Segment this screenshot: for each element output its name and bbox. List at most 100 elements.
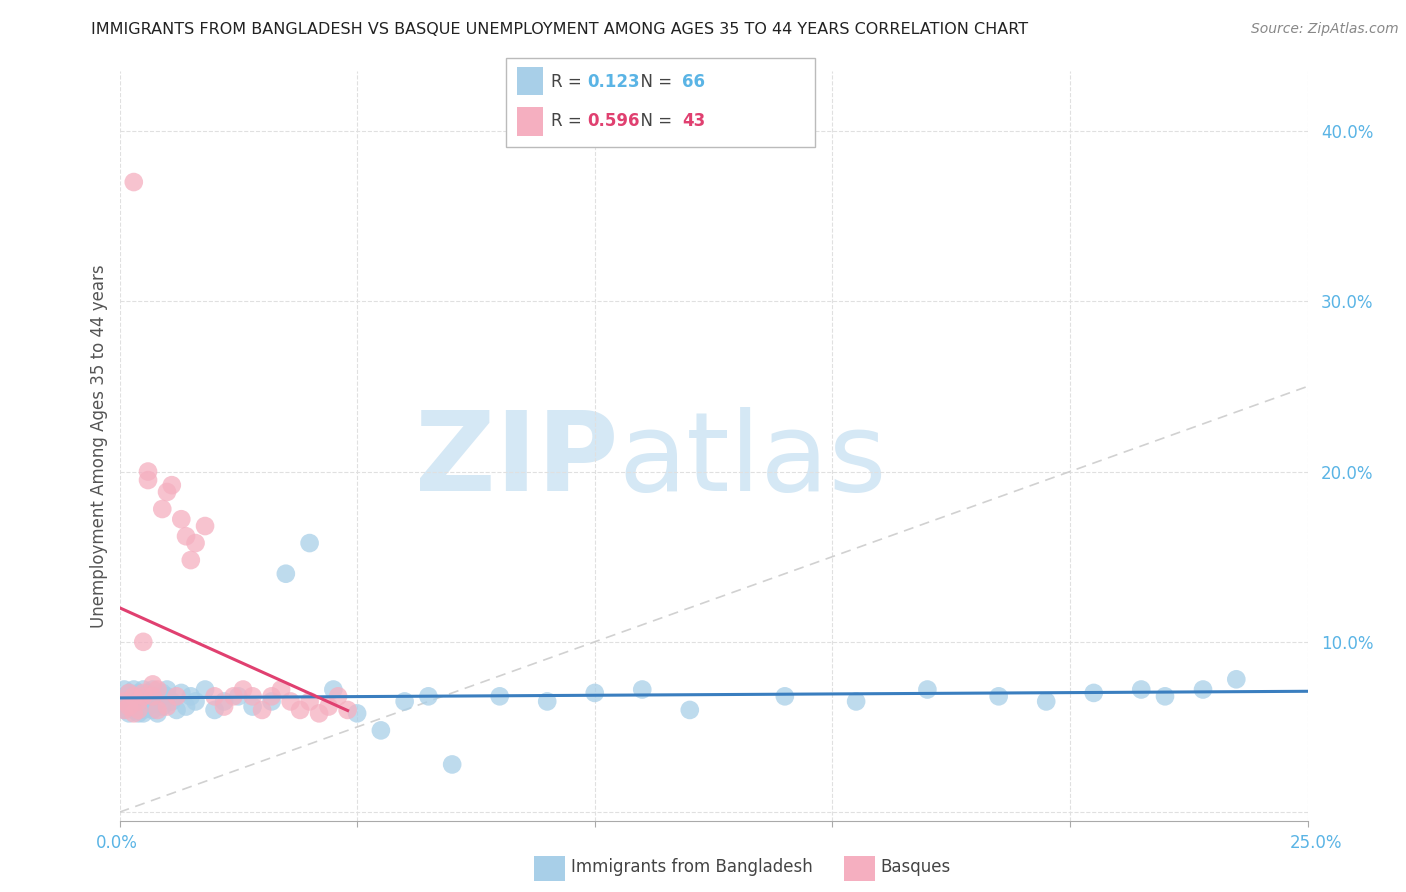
Point [128,703,150,717]
Point [118,699,141,714]
Point [118,699,141,714]
Point [132,706,155,721]
Text: N =: N = [630,73,678,91]
Point [150,502,173,516]
Point [280,694,302,708]
Point [132,686,155,700]
Text: Basques: Basques [880,858,950,876]
Point [112,694,135,708]
Point [631,682,654,697]
Point [122,690,145,704]
Point [142,690,165,704]
Point [118,686,141,700]
Point [917,682,939,697]
Point [194,519,217,533]
Point [122,706,145,721]
Point [128,686,150,700]
Point [288,703,311,717]
Point [1130,682,1153,697]
Point [204,703,226,717]
Point [122,703,145,717]
Point [122,682,145,697]
Point [112,703,135,717]
Point [136,465,159,479]
Point [536,694,558,708]
Point [346,706,368,721]
Point [128,699,150,714]
Point [987,690,1010,704]
Point [242,690,264,704]
Point [142,703,165,717]
Point [1035,694,1057,708]
Point [184,536,207,550]
Text: 66: 66 [682,73,704,91]
Point [212,699,235,714]
Point [441,757,464,772]
Text: IMMIGRANTS FROM BANGLADESH VS BASQUE UNEMPLOYMENT AMONG AGES 35 TO 44 YEARS CORR: IMMIGRANTS FROM BANGLADESH VS BASQUE UNE… [91,22,1029,37]
Point [180,690,202,704]
Point [260,694,283,708]
Point [150,699,173,714]
Point [112,690,135,704]
Point [142,682,165,697]
Point [156,682,179,697]
Point [132,703,155,717]
Point [184,694,207,708]
Text: 0.0%: 0.0% [96,834,138,852]
Point [488,690,510,704]
Point [166,703,188,717]
Point [773,690,796,704]
Point [370,723,392,738]
Text: ZIP: ZIP [415,408,619,515]
Point [146,706,169,721]
Point [128,706,150,721]
Text: R =: R = [551,73,588,91]
Point [150,686,173,700]
Point [132,635,155,649]
Point [160,478,183,492]
Point [845,694,868,708]
Point [194,682,217,697]
Point [118,694,141,708]
Point [174,529,197,543]
Point [232,682,254,697]
Point [156,690,179,704]
Point [170,512,193,526]
Point [136,699,159,714]
Point [142,690,165,704]
Point [146,694,169,708]
Point [166,690,188,704]
Point [146,682,169,697]
Point [160,694,183,708]
Point [1225,673,1247,687]
Point [274,566,297,581]
Point [1192,682,1215,697]
Point [112,682,135,697]
Point [228,690,250,704]
Point [136,694,159,708]
Point [146,703,169,717]
Text: Immigrants from Bangladesh: Immigrants from Bangladesh [571,858,813,876]
Point [270,682,292,697]
Point [132,694,155,708]
Text: 0.596: 0.596 [588,112,640,130]
Point [298,694,321,708]
Point [1154,690,1177,704]
Text: 25.0%: 25.0% [1291,834,1343,852]
Point [180,553,202,567]
Point [142,677,165,691]
Point [336,703,359,717]
Point [118,706,141,721]
Point [156,699,179,714]
Point [132,682,155,697]
Point [132,690,155,704]
Point [298,536,321,550]
Point [326,690,349,704]
Point [242,699,264,714]
Point [128,694,150,708]
Point [1083,686,1105,700]
Point [112,703,135,717]
Text: 43: 43 [682,112,706,130]
Point [679,703,702,717]
Text: 0.123: 0.123 [588,73,640,91]
